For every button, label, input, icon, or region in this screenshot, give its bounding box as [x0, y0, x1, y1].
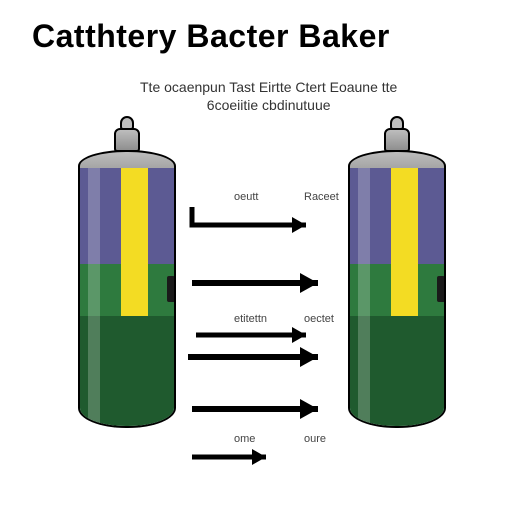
connector-2: etitettnoectet	[186, 327, 346, 367]
battery-side-tab	[167, 276, 175, 302]
page-title: Catthtery Bacter Baker	[32, 18, 390, 55]
connector-label-left: etitettn	[234, 313, 267, 325]
battery-side-tab	[437, 276, 445, 302]
subtitle-line1: Tte ocaenpun Tast Eirtte Ctert Eoaune tt…	[140, 78, 397, 96]
connector-label-right: Raceet	[304, 191, 339, 203]
connector-3	[186, 397, 346, 421]
connector-label-left: ome	[234, 433, 255, 445]
subtitle-line2: 6coeiitie cbdinutuue	[140, 96, 397, 114]
connector-label-right: oure	[304, 433, 326, 445]
battery-yellow-stripe	[121, 168, 147, 316]
battery-body	[348, 168, 446, 428]
connector-0: oeuttRaceet	[186, 205, 346, 245]
battery-body	[78, 168, 176, 428]
page-subtitle: Tte ocaenpun Tast Eirtte Ctert Eoaune tt…	[140, 78, 397, 114]
connector-4: omeoure	[186, 447, 306, 467]
battery-terminal-cap	[384, 128, 410, 152]
connector-label-right: oectet	[304, 313, 334, 325]
connector-1	[186, 271, 346, 295]
battery-terminal-cap	[114, 128, 140, 152]
battery-yellow-stripe	[391, 168, 417, 316]
battery-highlight	[88, 168, 100, 426]
battery-highlight	[358, 168, 370, 426]
connector-label-left: oeutt	[234, 191, 258, 203]
